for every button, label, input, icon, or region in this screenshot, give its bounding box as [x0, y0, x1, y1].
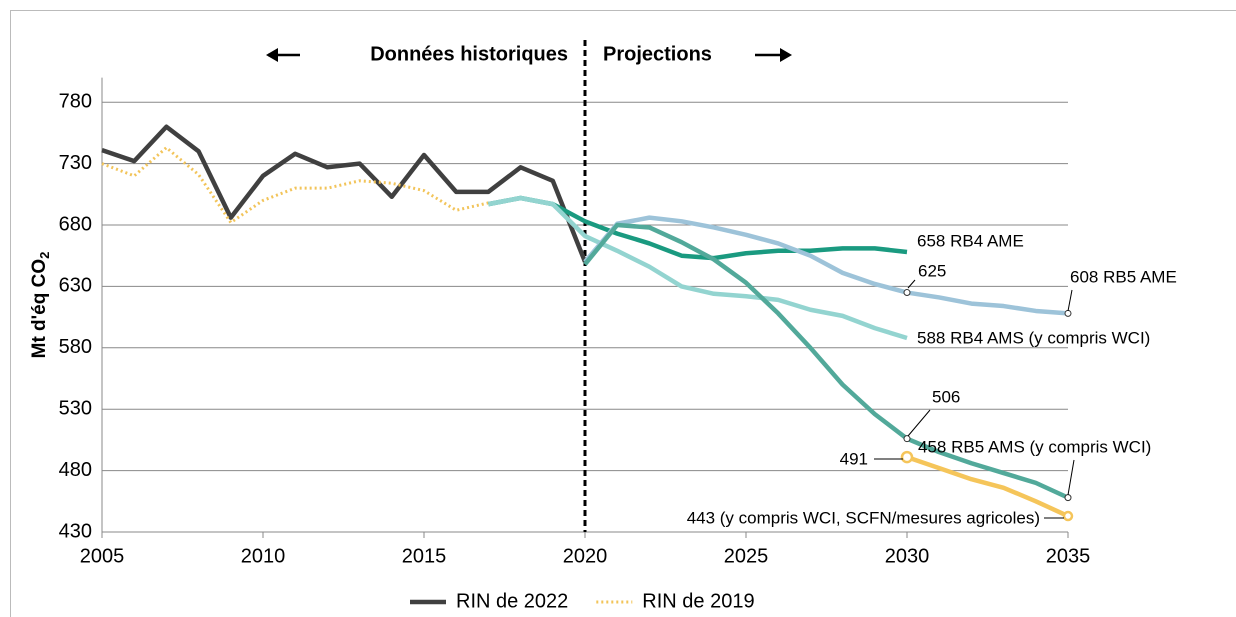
- point-marker: [1064, 309, 1072, 317]
- y-tick-label: 730: [59, 152, 92, 174]
- header-left: Données historiques: [370, 43, 568, 65]
- series-line: [101, 124, 588, 263]
- y-tick-label: 630: [59, 275, 92, 297]
- point-marker: [903, 435, 911, 443]
- x-tick-label: 2030: [885, 545, 930, 567]
- leader-line: [1067, 289, 1073, 312]
- annotation: 458 RB5 AMS (y compris WCI): [918, 437, 1151, 456]
- annotation: 491: [840, 449, 868, 468]
- header-right: Projections: [603, 43, 712, 65]
- y-tick-label: 680: [59, 213, 92, 235]
- point-marker: [903, 289, 911, 297]
- x-tick-label: 2005: [80, 545, 125, 567]
- series-line: [583, 222, 1069, 500]
- leader-line: [1067, 459, 1075, 496]
- leader-line: [907, 279, 916, 289]
- x-tick-label: 2025: [724, 545, 769, 567]
- series-line: [583, 215, 1069, 316]
- y-label-main: Mt d'éq CO: [29, 259, 50, 359]
- header: Données historiques Projections: [266, 43, 792, 65]
- point-marker: [1064, 494, 1072, 502]
- series-line: [101, 146, 489, 225]
- leader-line: [907, 409, 931, 437]
- point-marker: [900, 450, 914, 464]
- y-tick-label: 580: [59, 336, 92, 358]
- y-tick-label: 430: [59, 520, 92, 542]
- legend-label: RIN de 2019: [642, 590, 754, 612]
- series-line: [906, 454, 1069, 519]
- annotation: 608 RB5 AME: [1070, 267, 1177, 286]
- annotation: 443 (y compris WCI, SCFN/mesures agricol…: [687, 508, 1040, 527]
- point-marker: [1062, 510, 1074, 522]
- annotation: 625: [918, 261, 946, 280]
- x-tick-label: 2010: [241, 545, 286, 567]
- annotation: 658 RB4 AME: [917, 231, 1024, 250]
- frame: [10, 10, 1236, 617]
- annotation: 588 RB4 AMS (y compris WCI): [917, 328, 1150, 347]
- annotation: 506: [932, 387, 960, 406]
- x-tick-label: 2015: [402, 545, 447, 567]
- y-tick-label: 480: [59, 459, 92, 481]
- y-tick-label: 530: [59, 397, 92, 419]
- y-axis-label: Mt d'éq CO2: [29, 252, 52, 359]
- arrow-left-head: [266, 48, 278, 62]
- arrow-right-head: [780, 48, 792, 62]
- y-label-sub: 2: [37, 252, 52, 259]
- x-tick-label: 2020: [563, 545, 608, 567]
- series-line: [487, 195, 908, 341]
- legend-label: RIN de 2022: [456, 590, 568, 612]
- x-tick-label: 2035: [1046, 545, 1091, 567]
- y-tick-label: 780: [59, 90, 92, 112]
